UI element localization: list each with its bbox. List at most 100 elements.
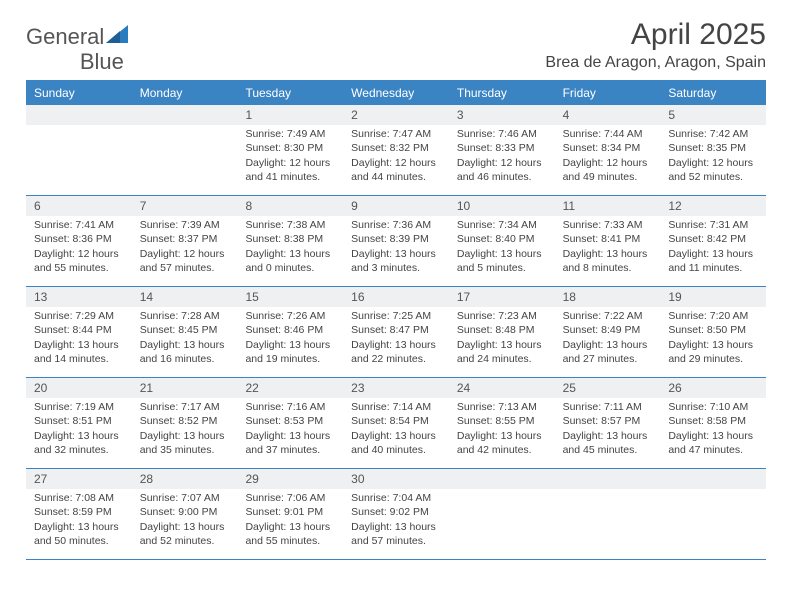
day-body: Sunrise: 7:41 AMSunset: 8:36 PMDaylight:…: [26, 216, 132, 281]
day-header: Wednesday: [343, 81, 449, 105]
day-number: 10: [449, 196, 555, 216]
weeks-container: 1Sunrise: 7:49 AMSunset: 8:30 PMDaylight…: [26, 105, 766, 560]
day-cell: 25Sunrise: 7:11 AMSunset: 8:57 PMDayligh…: [555, 378, 661, 468]
day-header: Thursday: [449, 81, 555, 105]
empty-cell: [132, 105, 238, 195]
day-cell: 14Sunrise: 7:28 AMSunset: 8:45 PMDayligh…: [132, 287, 238, 377]
logo-text-general: General: [26, 24, 104, 49]
day-body: Sunrise: 7:31 AMSunset: 8:42 PMDaylight:…: [660, 216, 766, 281]
day-number: 5: [660, 105, 766, 125]
day-body: Sunrise: 7:13 AMSunset: 8:55 PMDaylight:…: [449, 398, 555, 463]
day-cell: 26Sunrise: 7:10 AMSunset: 8:58 PMDayligh…: [660, 378, 766, 468]
day-number: 19: [660, 287, 766, 307]
day-number: [660, 469, 766, 489]
day-cell: 17Sunrise: 7:23 AMSunset: 8:48 PMDayligh…: [449, 287, 555, 377]
day-body: Sunrise: 7:11 AMSunset: 8:57 PMDaylight:…: [555, 398, 661, 463]
day-cell: 3Sunrise: 7:46 AMSunset: 8:33 PMDaylight…: [449, 105, 555, 195]
day-body: Sunrise: 7:07 AMSunset: 9:00 PMDaylight:…: [132, 489, 238, 554]
week-row: 1Sunrise: 7:49 AMSunset: 8:30 PMDaylight…: [26, 105, 766, 196]
day-cell: 23Sunrise: 7:14 AMSunset: 8:54 PMDayligh…: [343, 378, 449, 468]
day-body: Sunrise: 7:16 AMSunset: 8:53 PMDaylight:…: [237, 398, 343, 463]
day-number: 20: [26, 378, 132, 398]
week-row: 13Sunrise: 7:29 AMSunset: 8:44 PMDayligh…: [26, 287, 766, 378]
day-number: 3: [449, 105, 555, 125]
day-body: Sunrise: 7:29 AMSunset: 8:44 PMDaylight:…: [26, 307, 132, 372]
day-body: Sunrise: 7:23 AMSunset: 8:48 PMDaylight:…: [449, 307, 555, 372]
day-body: Sunrise: 7:10 AMSunset: 8:58 PMDaylight:…: [660, 398, 766, 463]
day-number: 27: [26, 469, 132, 489]
logo-text-blue-row: GeneBlue: [26, 49, 124, 75]
day-number: 29: [237, 469, 343, 489]
day-body: Sunrise: 7:44 AMSunset: 8:34 PMDaylight:…: [555, 125, 661, 190]
day-number: 30: [343, 469, 449, 489]
day-number: 6: [26, 196, 132, 216]
day-number: [26, 105, 132, 125]
day-cell: 20Sunrise: 7:19 AMSunset: 8:51 PMDayligh…: [26, 378, 132, 468]
day-number: 18: [555, 287, 661, 307]
day-number: 2: [343, 105, 449, 125]
week-row: 20Sunrise: 7:19 AMSunset: 8:51 PMDayligh…: [26, 378, 766, 469]
day-body: Sunrise: 7:20 AMSunset: 8:50 PMDaylight:…: [660, 307, 766, 372]
header: General April 2025 Brea de Aragon, Arago…: [26, 18, 766, 72]
day-cell: 1Sunrise: 7:49 AMSunset: 8:30 PMDaylight…: [237, 105, 343, 195]
day-cell: 16Sunrise: 7:25 AMSunset: 8:47 PMDayligh…: [343, 287, 449, 377]
day-number: 17: [449, 287, 555, 307]
day-number: [555, 469, 661, 489]
day-number: 24: [449, 378, 555, 398]
day-number: 11: [555, 196, 661, 216]
day-number: [449, 469, 555, 489]
day-body: Sunrise: 7:42 AMSunset: 8:35 PMDaylight:…: [660, 125, 766, 190]
day-number: [132, 105, 238, 125]
day-body: Sunrise: 7:22 AMSunset: 8:49 PMDaylight:…: [555, 307, 661, 372]
title-block: April 2025 Brea de Aragon, Aragon, Spain: [545, 18, 766, 72]
day-cell: 27Sunrise: 7:08 AMSunset: 8:59 PMDayligh…: [26, 469, 132, 559]
empty-cell: [26, 105, 132, 195]
day-cell: 22Sunrise: 7:16 AMSunset: 8:53 PMDayligh…: [237, 378, 343, 468]
day-number: 21: [132, 378, 238, 398]
day-header: Tuesday: [237, 81, 343, 105]
day-cell: 15Sunrise: 7:26 AMSunset: 8:46 PMDayligh…: [237, 287, 343, 377]
day-number: 8: [237, 196, 343, 216]
day-number: 12: [660, 196, 766, 216]
day-headers: SundayMondayTuesdayWednesdayThursdayFrid…: [26, 80, 766, 105]
day-body: Sunrise: 7:26 AMSunset: 8:46 PMDaylight:…: [237, 307, 343, 372]
day-number: 9: [343, 196, 449, 216]
day-number: 23: [343, 378, 449, 398]
day-header: Sunday: [26, 81, 132, 105]
day-cell: 24Sunrise: 7:13 AMSunset: 8:55 PMDayligh…: [449, 378, 555, 468]
day-body: Sunrise: 7:06 AMSunset: 9:01 PMDaylight:…: [237, 489, 343, 554]
day-body: Sunrise: 7:46 AMSunset: 8:33 PMDaylight:…: [449, 125, 555, 190]
day-body: Sunrise: 7:08 AMSunset: 8:59 PMDaylight:…: [26, 489, 132, 554]
day-header: Friday: [555, 81, 661, 105]
location: Brea de Aragon, Aragon, Spain: [545, 54, 766, 72]
day-body: Sunrise: 7:49 AMSunset: 8:30 PMDaylight:…: [237, 125, 343, 190]
day-number: 1: [237, 105, 343, 125]
day-cell: 12Sunrise: 7:31 AMSunset: 8:42 PMDayligh…: [660, 196, 766, 286]
day-number: 7: [132, 196, 238, 216]
day-body: Sunrise: 7:38 AMSunset: 8:38 PMDaylight:…: [237, 216, 343, 281]
empty-cell: [555, 469, 661, 559]
day-number: 22: [237, 378, 343, 398]
empty-cell: [660, 469, 766, 559]
day-body: Sunrise: 7:34 AMSunset: 8:40 PMDaylight:…: [449, 216, 555, 281]
day-cell: 8Sunrise: 7:38 AMSunset: 8:38 PMDaylight…: [237, 196, 343, 286]
day-number: 14: [132, 287, 238, 307]
day-cell: 13Sunrise: 7:29 AMSunset: 8:44 PMDayligh…: [26, 287, 132, 377]
day-number: 28: [132, 469, 238, 489]
day-cell: 28Sunrise: 7:07 AMSunset: 9:00 PMDayligh…: [132, 469, 238, 559]
day-header: Saturday: [660, 81, 766, 105]
day-body: Sunrise: 7:36 AMSunset: 8:39 PMDaylight:…: [343, 216, 449, 281]
day-cell: 29Sunrise: 7:06 AMSunset: 9:01 PMDayligh…: [237, 469, 343, 559]
day-body: Sunrise: 7:25 AMSunset: 8:47 PMDaylight:…: [343, 307, 449, 372]
day-cell: 18Sunrise: 7:22 AMSunset: 8:49 PMDayligh…: [555, 287, 661, 377]
logo-text: General: [26, 24, 104, 50]
day-cell: 19Sunrise: 7:20 AMSunset: 8:50 PMDayligh…: [660, 287, 766, 377]
day-body: Sunrise: 7:04 AMSunset: 9:02 PMDaylight:…: [343, 489, 449, 554]
week-row: 27Sunrise: 7:08 AMSunset: 8:59 PMDayligh…: [26, 469, 766, 560]
day-number: 26: [660, 378, 766, 398]
day-cell: 5Sunrise: 7:42 AMSunset: 8:35 PMDaylight…: [660, 105, 766, 195]
day-cell: 21Sunrise: 7:17 AMSunset: 8:52 PMDayligh…: [132, 378, 238, 468]
day-cell: 4Sunrise: 7:44 AMSunset: 8:34 PMDaylight…: [555, 105, 661, 195]
month-title: April 2025: [545, 18, 766, 52]
day-body: Sunrise: 7:28 AMSunset: 8:45 PMDaylight:…: [132, 307, 238, 372]
